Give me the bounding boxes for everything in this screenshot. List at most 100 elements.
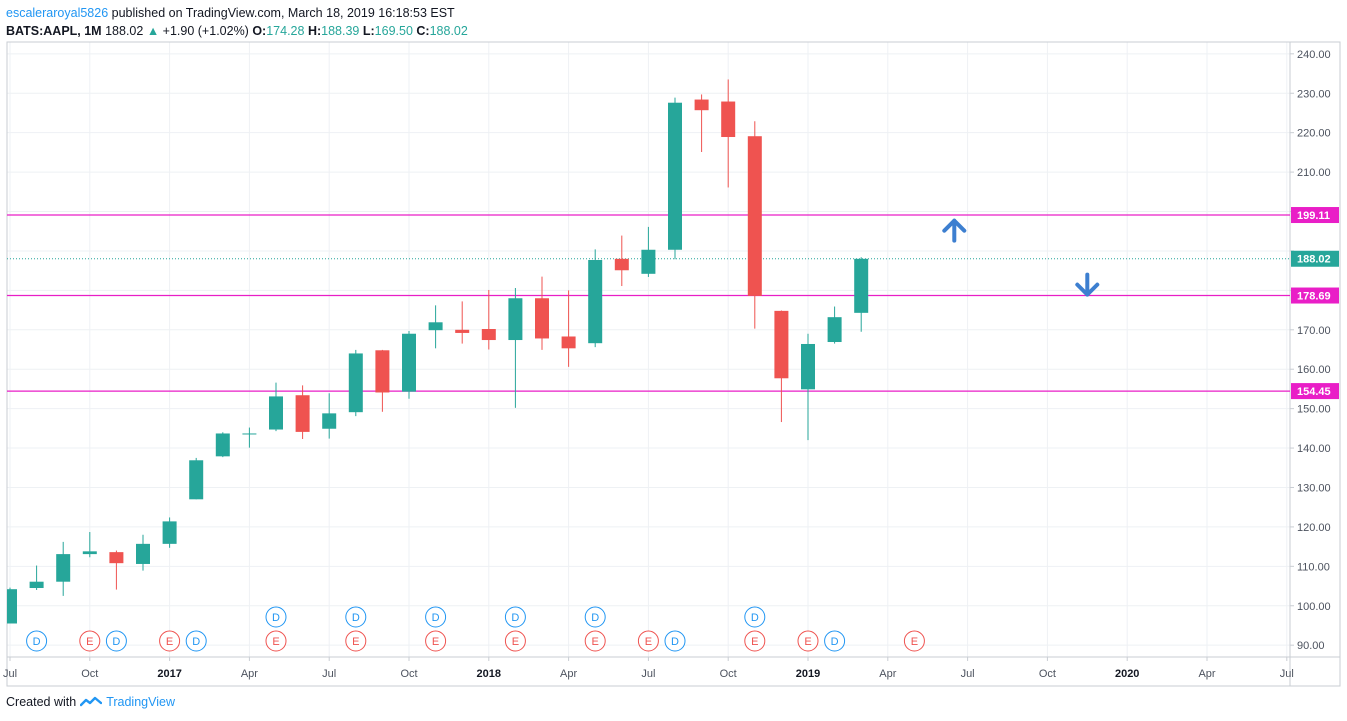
candle-body	[56, 554, 71, 582]
candle-body	[295, 395, 310, 432]
tag-label: 199.11	[1297, 210, 1330, 222]
earnings-marker: E	[744, 630, 766, 652]
candle-body	[535, 298, 549, 339]
candle-body	[136, 543, 150, 564]
marker-circle	[425, 630, 447, 652]
price-tick-label: 160.00	[1297, 364, 1331, 376]
earnings-marker: E	[79, 630, 101, 652]
marker-circle	[797, 630, 819, 652]
time-tick-label: 2018	[477, 668, 501, 680]
price-tick-label: 90.00	[1297, 640, 1325, 652]
change-up-icon: ▲	[146, 24, 160, 38]
marker-circle	[79, 630, 101, 652]
time-tick-label: Oct	[400, 668, 417, 680]
earnings-marker: E	[425, 630, 447, 652]
candle-body	[348, 353, 363, 413]
open-value: 174.28	[266, 24, 305, 38]
candle-body	[668, 102, 682, 250]
marker-letter: D	[33, 636, 41, 648]
ohlc-line: BATS:AAPL, 1M 188.02 ▲ +1.90 (+1.02%) O:…	[6, 22, 468, 40]
candle-body	[242, 433, 257, 435]
candle-body	[641, 249, 656, 274]
candle-body	[508, 298, 523, 341]
price-tick-label: 240.00	[1297, 49, 1331, 61]
tradingview-brand-link[interactable]: TradingView	[106, 695, 175, 709]
symbol-label: BATS:AAPL, 1M	[6, 24, 102, 38]
marker-letter: D	[591, 612, 599, 624]
author-link[interactable]: escaleraroyal5826	[6, 6, 109, 20]
dividend-marker: D	[744, 606, 766, 628]
dividend-marker: D	[824, 630, 846, 652]
price-tick-label: 210.00	[1297, 167, 1331, 179]
marker-letter: E	[911, 636, 918, 648]
time-tick-label: Jul	[1280, 668, 1294, 680]
candle-body	[322, 413, 337, 429]
low-value: 169.50	[374, 24, 413, 38]
marker-letter: E	[645, 636, 652, 648]
tag-bg	[1291, 250, 1339, 267]
price-tick-label: 170.00	[1297, 325, 1331, 337]
chart-header: escaleraroyal5826 published on TradingVi…	[6, 4, 468, 40]
marker-letter: E	[592, 636, 599, 648]
last-price-tag: 188.02	[1291, 250, 1339, 267]
marker-circle	[185, 630, 207, 652]
marker-letter: E	[352, 636, 359, 648]
marker-letter: E	[272, 636, 279, 648]
marker-letter: E	[512, 636, 519, 648]
marker-letter: E	[86, 636, 93, 648]
dividend-marker: D	[504, 606, 526, 628]
marker-circle	[345, 630, 367, 652]
time-tick-label: Oct	[720, 668, 737, 680]
change-value: +1.90 (+1.02%)	[162, 24, 249, 38]
low-label: L:	[362, 24, 375, 38]
time-tick-label: 2017	[157, 668, 181, 680]
close-value: 188.02	[429, 24, 468, 38]
marker-circle	[265, 606, 287, 628]
marker-circle	[744, 630, 766, 652]
arrow-shape	[1075, 272, 1100, 297]
level-price-tag: 178.69	[1291, 287, 1339, 304]
marker-letter: D	[831, 636, 839, 648]
marker-letter: E	[432, 636, 439, 648]
candle-body	[109, 552, 124, 564]
tag-bg	[1291, 287, 1339, 304]
earnings-marker: E	[504, 630, 526, 652]
marker-circle	[159, 630, 181, 652]
candle-body	[7, 589, 17, 624]
dividend-marker: D	[584, 606, 606, 628]
high-value: 188.39	[321, 24, 360, 38]
price-tick-label: 100.00	[1297, 601, 1331, 613]
tag-label: 178.69	[1297, 291, 1331, 303]
time-tick-label: Jul	[961, 668, 975, 680]
candle-body	[189, 460, 204, 500]
candle-body	[588, 260, 603, 344]
arrow-down-icon	[1075, 272, 1100, 297]
time-tick-label: Jul	[322, 668, 336, 680]
marker-circle	[105, 630, 127, 652]
marker-letter: E	[751, 636, 758, 648]
level-price-tag: 199.11	[1291, 207, 1339, 224]
time-tick-label: Apr	[560, 668, 577, 680]
tag-bg	[1291, 207, 1339, 224]
grid	[7, 42, 1290, 657]
earnings-marker: E	[159, 630, 181, 652]
candle-body	[215, 433, 230, 457]
time-tick-label: Apr	[879, 668, 896, 680]
publish-line: escaleraroyal5826 published on TradingVi…	[6, 4, 468, 22]
marker-letter: D	[432, 612, 440, 624]
marker-letter: E	[804, 636, 811, 648]
candle-body	[82, 551, 97, 555]
earnings-marker: E	[345, 630, 367, 652]
price-tick-label: 110.00	[1297, 561, 1330, 573]
candle-body	[162, 521, 177, 544]
time-tick-label: 2020	[1115, 668, 1139, 680]
close-label: C:	[416, 24, 430, 38]
tag-label: 154.45	[1297, 386, 1331, 398]
dividend-marker: D	[265, 606, 287, 628]
marker-letter: D	[751, 612, 759, 624]
marker-circle	[584, 606, 606, 628]
earnings-marker: E	[584, 630, 606, 652]
candle-body	[801, 343, 815, 390]
